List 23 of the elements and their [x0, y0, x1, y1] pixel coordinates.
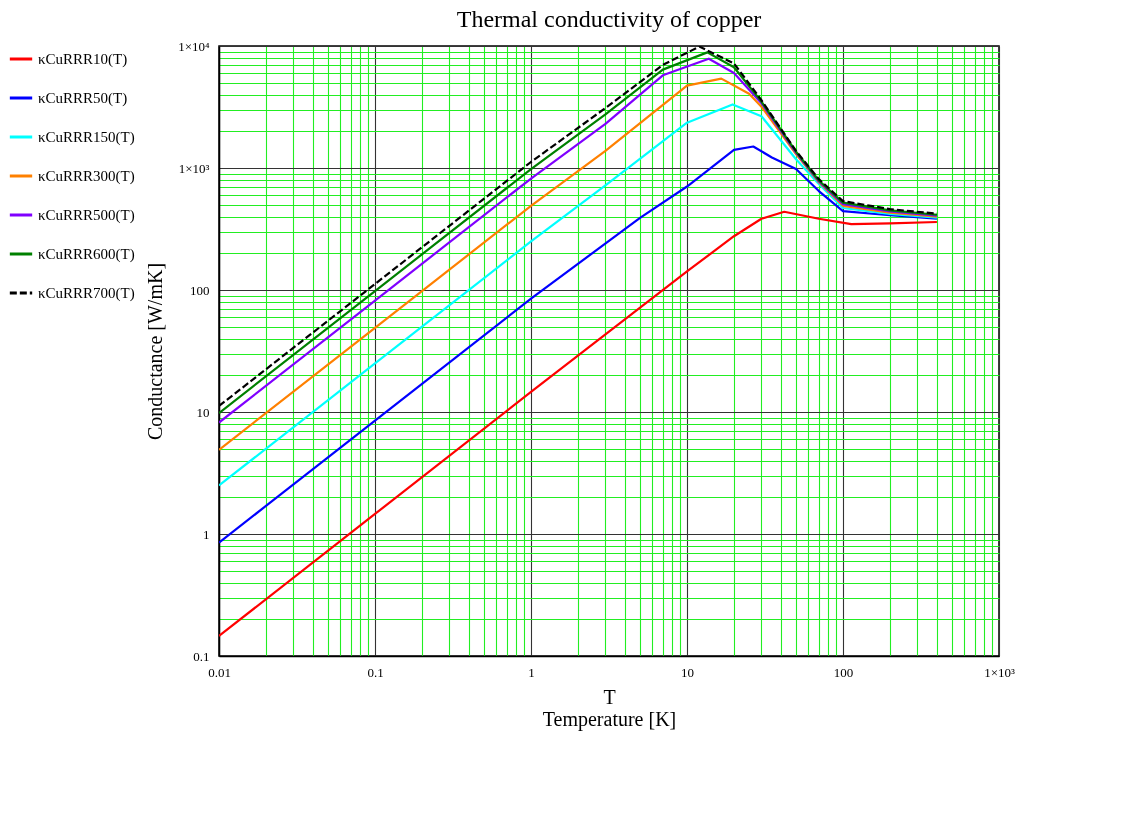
legend-label: κCuRRR50(T) — [38, 90, 128, 107]
y-tick-label: 0.1 — [193, 648, 210, 664]
legend-label: κCuRRR600(T) — [38, 246, 135, 263]
y-axis-title: Conductance [W/mK] — [144, 262, 167, 441]
legend-label: κCuRRR500(T) — [38, 207, 135, 224]
legend-label: κCuRRR700(T) — [38, 285, 135, 302]
x-tick-label: 100 — [833, 664, 854, 680]
text: T — [603, 685, 616, 708]
y-tick-label: 100 — [190, 282, 210, 298]
x-axis-title: Temperature [K] — [542, 707, 677, 731]
legend-label: κCuRRR300(T) — [38, 168, 135, 185]
legend-label: κCuRRR150(T) — [38, 129, 135, 146]
x-tick-label: 1×10³ — [984, 664, 1015, 680]
x-tick-label: 0.01 — [208, 664, 231, 680]
legend-label: κCuRRR10(T) — [38, 51, 128, 68]
y-tick-label: 1 — [203, 526, 210, 542]
x-tick-label: 10 — [681, 664, 694, 680]
y-tick-label: 10 — [196, 404, 210, 420]
y-tick-label: 1×10³ — [178, 160, 210, 176]
y-tick-label: 1×10⁴ — [178, 38, 210, 54]
chart-title: Thermal conductivity of copper — [456, 6, 762, 32]
x-tick-label: 0.1 — [367, 664, 384, 680]
x-tick-label: 1 — [528, 664, 535, 680]
